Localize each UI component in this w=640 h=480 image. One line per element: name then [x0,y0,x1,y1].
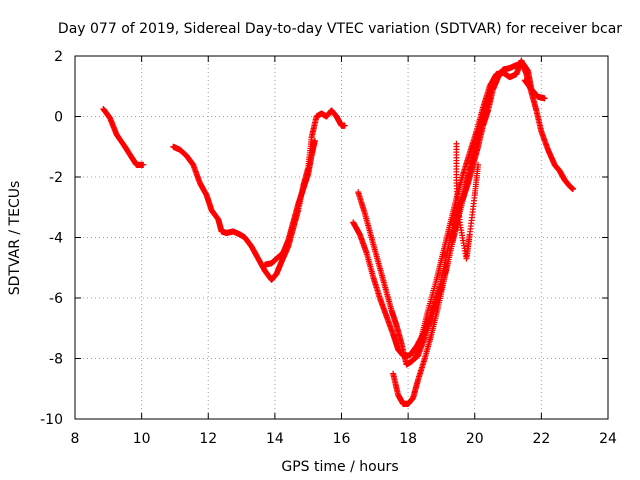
y-axis-title: SDTVAR / TECUs [7,181,23,296]
x-tick-label: 10 [133,431,151,447]
x-axis-title: GPS time / hours [281,459,398,475]
x-tick-label: 24 [599,431,617,447]
y-tick-label: 2 [54,49,63,65]
data-points [100,57,577,407]
x-tick-label: 12 [199,431,217,447]
data-point [541,95,548,102]
x-tick-label: 22 [532,431,550,447]
y-tick-label: -6 [49,291,63,307]
data-point [570,186,577,193]
y-tick-label: -8 [49,352,63,368]
data-point [475,161,482,168]
data-point [311,137,318,144]
x-tick-label: 16 [333,431,351,447]
y-tick-label: -2 [49,170,63,186]
x-tick-label: 8 [71,431,80,447]
grid-lines [75,56,608,419]
y-tick-label: -4 [49,231,63,247]
axis-ticks: 8 10 12 14 16 18 20 22 24 -10 -8 -6 -4 -2 0 2 [40,49,617,447]
y-tick-label: 0 [54,110,63,126]
x-tick-label: 14 [266,431,284,447]
data-point [140,161,147,168]
y-tick-label: -10 [40,412,63,428]
chart-title: Day 077 of 2019, Sidereal Day-to-day VTE… [58,21,622,37]
data-point [341,122,348,129]
x-tick-label: 20 [466,431,484,447]
x-tick-label: 18 [399,431,417,447]
